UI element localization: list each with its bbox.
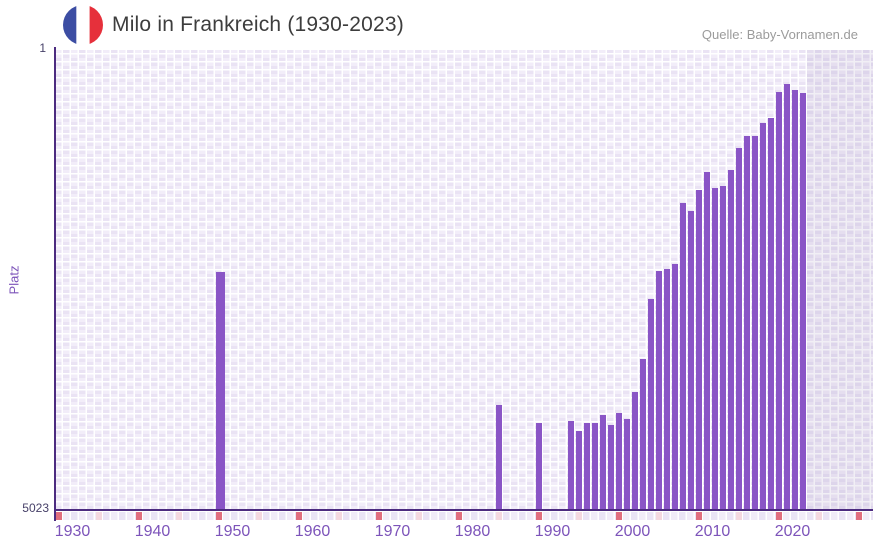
rank-bar-1985[interactable] — [495, 404, 503, 509]
decade-mark-1990 — [535, 512, 543, 520]
decade-mark-2030 — [855, 512, 863, 520]
x-tick-2000: 2000 — [614, 523, 651, 540]
half-decade-mark-1955 — [255, 512, 263, 520]
rank-bar-2004[interactable] — [647, 298, 655, 509]
x-tick-1950: 1950 — [214, 523, 251, 540]
half-decade-mark-2005 — [655, 512, 663, 520]
decade-mark-2000 — [615, 512, 623, 520]
rank-bar-1998[interactable] — [599, 414, 607, 509]
rank-bar-2013[interactable] — [719, 185, 727, 509]
source-credit: Quelle: Baby-Vornamen.de — [701, 27, 858, 42]
rank-bar-2017[interactable] — [751, 135, 759, 509]
x-tick-2020: 2020 — [774, 523, 811, 540]
rank-bar-1994[interactable] — [567, 420, 575, 509]
half-decade-mark-1965 — [335, 512, 343, 520]
rank-bar-1990[interactable] — [535, 422, 543, 509]
no-data-region — [807, 50, 873, 509]
rank-bar-2020[interactable] — [775, 92, 783, 509]
half-decade-mark-1985 — [495, 512, 503, 520]
x-axis-line — [54, 508, 873, 511]
rank-bar-2016[interactable] — [743, 135, 751, 509]
decade-mark-2020 — [775, 512, 783, 520]
rank-bar-2005[interactable] — [655, 270, 663, 509]
rank-bar-1997[interactable] — [591, 422, 599, 509]
decade-mark-1950 — [215, 512, 223, 520]
x-tick-labels: 1930 1940 1950 1960 1970 1980 1990 2000 2010 2020 — [55, 523, 873, 545]
y-tick-bottom: 5023 — [22, 501, 49, 515]
rank-bar-1996[interactable] — [583, 422, 591, 509]
france-flag-icon — [63, 5, 103, 45]
rank-bar-1995[interactable] — [575, 430, 583, 509]
decade-mark-1980 — [455, 512, 463, 520]
y-axis-line — [53, 47, 56, 521]
axis-marks-row — [55, 512, 873, 520]
rank-bar-2015[interactable] — [735, 147, 743, 509]
x-tick-1970: 1970 — [374, 523, 411, 540]
half-decade-mark-1945 — [175, 512, 183, 520]
rank-bar-2000[interactable] — [615, 412, 623, 509]
y-tick-top: 1 — [39, 41, 46, 55]
x-tick-1990: 1990 — [534, 523, 571, 540]
half-decade-mark-1935 — [95, 512, 103, 520]
x-tick-1980: 1980 — [454, 523, 491, 540]
y-axis-label: Platz — [6, 265, 22, 295]
rank-bar-2019[interactable] — [767, 118, 775, 509]
rank-bar-2018[interactable] — [759, 122, 767, 509]
chart-title: Milo in Frankreich (1930-2023) — [112, 13, 404, 36]
decade-mark-1930 — [55, 512, 63, 520]
rank-bar-2022[interactable] — [791, 89, 799, 509]
plot-area — [55, 50, 873, 509]
rank-bar-2003[interactable] — [639, 358, 647, 509]
rank-bar-2002[interactable] — [631, 391, 639, 509]
half-decade-mark-2025 — [815, 512, 823, 520]
rank-bar-2010[interactable] — [695, 189, 703, 509]
x-tick-1960: 1960 — [294, 523, 331, 540]
rank-bar-2007[interactable] — [671, 263, 679, 509]
rank-bar-1999[interactable] — [607, 424, 615, 509]
decade-mark-2010 — [695, 512, 703, 520]
decade-mark-1970 — [375, 512, 383, 520]
half-decade-mark-1975 — [415, 512, 423, 520]
rank-bar-2012[interactable] — [711, 187, 719, 509]
rank-bar-2008[interactable] — [679, 202, 687, 509]
rank-bar-2011[interactable] — [703, 171, 711, 509]
rank-bar-2009[interactable] — [687, 210, 695, 509]
rank-bar-2021[interactable] — [783, 83, 791, 509]
half-decade-mark-1995 — [575, 512, 583, 520]
rank-bar-2014[interactable] — [727, 169, 735, 509]
rank-bar-2001[interactable] — [623, 418, 631, 509]
rank-bar-1950[interactable] — [215, 271, 225, 509]
half-decade-mark-2015 — [735, 512, 743, 520]
x-tick-1930: 1930 — [54, 523, 91, 540]
rank-bar-2023[interactable] — [799, 93, 807, 509]
rank-bar-2006[interactable] — [663, 268, 671, 509]
x-tick-2010: 2010 — [694, 523, 731, 540]
x-tick-1940: 1940 — [134, 523, 171, 540]
decade-mark-1940 — [135, 512, 143, 520]
decade-mark-1960 — [295, 512, 303, 520]
